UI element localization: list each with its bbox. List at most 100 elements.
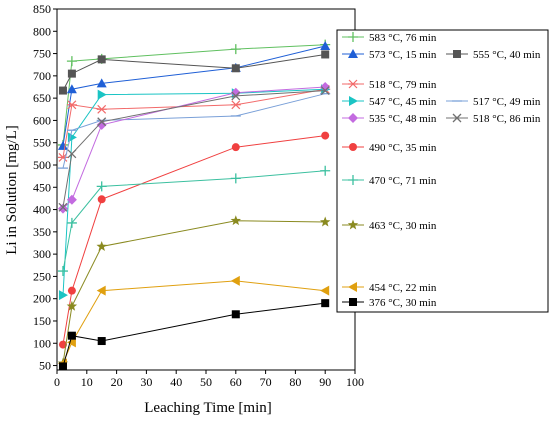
data-point	[67, 69, 76, 78]
x-tick-label: 80	[289, 375, 301, 389]
data-point	[66, 300, 78, 311]
legend-label: 517 °C, 49 min	[473, 96, 541, 108]
legend-label: 376 °C, 30 min	[369, 297, 437, 309]
series-line	[62, 93, 326, 169]
y-tick-label: 650	[33, 91, 51, 105]
legend: 583 °C, 76 min 573 °C, 15 min 555 °C, 40 m…	[342, 32, 541, 309]
data-point	[230, 44, 241, 55]
data-point	[58, 290, 68, 301]
x-axis-title: Leaching Time [min]	[144, 400, 272, 416]
legend-entry: 518 °C, 86 min	[446, 113, 541, 125]
legend-entry: 583 °C, 76 min	[342, 32, 437, 44]
data-point	[96, 285, 106, 296]
legend-entry: 573 °C, 15 min	[342, 49, 437, 61]
y-tick-label: 200	[33, 292, 51, 306]
series-line	[62, 135, 326, 345]
series-2	[58, 50, 330, 95]
data-point	[96, 119, 107, 130]
data-point	[66, 217, 77, 228]
data-point	[97, 55, 106, 64]
data-point	[97, 337, 106, 346]
data-point	[67, 132, 77, 143]
x-tick-label: 100	[346, 375, 364, 389]
legend-label: 555 °C, 40 min	[473, 49, 541, 61]
y-tick-label: 550	[33, 136, 51, 150]
legend-entry: 490 °C, 35 min	[342, 142, 437, 154]
data-point	[320, 86, 330, 96]
data-point	[97, 89, 107, 100]
y-axis: 50 100 150 200 250 300 350 400 450 500 550 600 650 70…	[33, 2, 57, 373]
data-point	[58, 86, 67, 95]
legend-label: 470 °C, 71 min	[369, 175, 437, 187]
legend-label: 518 °C, 79 min	[369, 79, 437, 91]
legend-box	[336, 29, 549, 313]
y-tick-label: 400	[33, 203, 51, 217]
legend-marker	[349, 96, 358, 106]
y-tick-label: 300	[33, 247, 51, 261]
legend-label: 573 °C, 15 min	[369, 49, 437, 61]
data-point	[96, 241, 107, 251]
data-point	[321, 50, 330, 59]
data-point	[231, 91, 241, 101]
data-point	[97, 195, 106, 204]
legend-entry: 376 °C, 30 min	[342, 297, 437, 309]
data-point	[230, 275, 240, 286]
data-point	[321, 299, 330, 308]
series-11	[57, 275, 330, 369]
y-tick-label: 850	[33, 2, 51, 16]
data-point	[231, 143, 240, 152]
x-tick-label: 20	[111, 375, 123, 389]
data-point	[67, 331, 76, 340]
y-tick-label: 600	[33, 113, 51, 127]
legend-label: 583 °C, 76 min	[369, 32, 437, 44]
legend-entry: 454 °C, 22 min	[342, 282, 437, 294]
data-point	[96, 78, 107, 88]
y-tick-label: 800	[33, 24, 51, 38]
legend-marker	[348, 49, 358, 58]
y-tick-label: 750	[33, 47, 51, 61]
legend-label: 463 °C, 30 min	[369, 220, 437, 232]
data-point	[231, 310, 240, 319]
legend-marker	[348, 175, 358, 185]
data-point	[66, 100, 77, 110]
x-tick-label: 40	[170, 375, 182, 389]
data-point	[320, 285, 330, 296]
legend-entry: 535 °C, 48 min	[342, 113, 437, 125]
legend-entry: 518 °C, 79 min	[342, 79, 437, 91]
series-9	[57, 165, 331, 277]
data-point	[96, 104, 107, 114]
series-layer	[57, 39, 331, 371]
legend-entry: 470 °C, 71 min	[342, 175, 437, 187]
data-point	[321, 131, 330, 140]
legend-marker	[349, 298, 357, 306]
legend-marker	[348, 113, 358, 123]
data-point	[58, 362, 67, 371]
x-tick-label: 90	[319, 375, 331, 389]
data-point	[66, 56, 77, 67]
data-point	[230, 215, 242, 226]
data-point	[57, 266, 68, 277]
data-point	[58, 340, 67, 349]
legend-label: 454 °C, 22 min	[369, 282, 437, 294]
legend-label: 490 °C, 35 min	[369, 142, 437, 154]
x-tick-label: 50	[200, 375, 212, 389]
data-point	[230, 100, 241, 110]
series-7	[58, 86, 330, 212]
y-tick-label: 50	[39, 359, 51, 373]
data-point	[96, 181, 107, 192]
y-tick-label: 700	[33, 69, 51, 83]
x-tick-label: 30	[140, 375, 152, 389]
x-tick-label: 60	[230, 375, 242, 389]
y-tick-label: 100	[33, 336, 51, 350]
data-point	[57, 203, 68, 214]
y-axis-title: Li in Solution [mg/L]	[4, 125, 20, 255]
data-point	[320, 40, 331, 50]
data-point	[231, 64, 240, 73]
data-point	[66, 337, 76, 348]
data-point	[319, 216, 331, 227]
x-tick-label: 70	[260, 375, 272, 389]
legend-entry: 555 °C, 40 min	[446, 49, 541, 61]
legend-label: 535 °C, 48 min	[369, 113, 437, 125]
legend-marker	[348, 282, 357, 292]
